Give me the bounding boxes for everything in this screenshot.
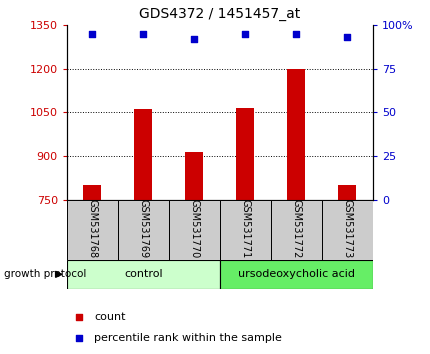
Text: count: count [94, 312, 126, 322]
Bar [67, 200, 117, 260]
Text: ursodeoxycholic acid: ursodeoxycholic acid [237, 269, 354, 279]
Bar [169, 200, 219, 260]
Bar [219, 200, 270, 260]
Bar [117, 200, 169, 260]
Text: GSM531773: GSM531773 [341, 199, 351, 258]
Text: GSM531770: GSM531770 [189, 199, 199, 258]
Point [292, 31, 299, 36]
Point [343, 34, 350, 40]
Bar [287, 69, 304, 200]
Text: GSM531771: GSM531771 [240, 199, 250, 258]
Bar [236, 108, 254, 200]
Text: growth protocol: growth protocol [4, 269, 86, 279]
Point [89, 31, 95, 36]
Bar [219, 260, 372, 289]
Point [241, 31, 248, 36]
Bar [321, 200, 372, 260]
Text: GSM531768: GSM531768 [87, 199, 97, 258]
Text: GSM531769: GSM531769 [138, 199, 148, 258]
Bar [185, 152, 203, 200]
Text: control: control [124, 269, 162, 279]
Bar [67, 260, 219, 289]
Point [75, 335, 82, 341]
Bar [338, 185, 356, 200]
Bar [270, 200, 321, 260]
Title: GDS4372 / 1451457_at: GDS4372 / 1451457_at [139, 7, 300, 21]
Bar [134, 109, 152, 200]
Text: GSM531772: GSM531772 [291, 199, 301, 258]
Point [75, 314, 82, 320]
Bar [83, 185, 101, 200]
Point [190, 36, 197, 42]
Text: percentile rank within the sample: percentile rank within the sample [94, 332, 282, 343]
Point [139, 31, 146, 36]
